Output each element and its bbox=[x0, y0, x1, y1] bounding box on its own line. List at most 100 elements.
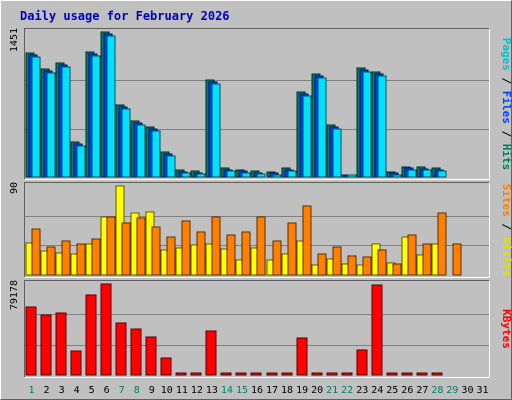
legend-part: KBytes bbox=[500, 309, 512, 349]
legend-part: Pages bbox=[500, 38, 512, 71]
panel-frame-highlight bbox=[24, 280, 490, 378]
panel-max-label: 1451 bbox=[9, 28, 20, 52]
bar-sites-day-24 bbox=[377, 249, 387, 276]
bar-sites-day-22 bbox=[347, 255, 357, 276]
day-label-5: 5 bbox=[89, 385, 95, 396]
day-label-14: 14 bbox=[221, 385, 233, 396]
bar-kbytes-day-2 bbox=[40, 314, 52, 376]
bar-kbytes-day-9 bbox=[145, 336, 157, 376]
panel-legend-label: KBytes bbox=[500, 309, 512, 349]
day-label-24: 24 bbox=[371, 385, 383, 396]
day-label-12: 12 bbox=[191, 385, 203, 396]
bar-sites-day-19 bbox=[302, 205, 312, 276]
bar-pages-day-7 bbox=[121, 108, 131, 178]
bar-sites-day-6 bbox=[106, 216, 116, 276]
bar-pages-day-3 bbox=[61, 66, 71, 178]
day-label-20: 20 bbox=[311, 385, 323, 396]
bar-sites-day-9 bbox=[151, 226, 161, 276]
day-label-17: 17 bbox=[266, 385, 278, 396]
day-label-28: 28 bbox=[431, 385, 443, 396]
bar-sites-day-17 bbox=[272, 240, 282, 276]
bar-sites-day-15 bbox=[241, 231, 251, 276]
legend-part: Files bbox=[500, 91, 512, 124]
bar-kbytes-day-13 bbox=[205, 330, 217, 376]
bar-pages-day-26 bbox=[407, 169, 417, 178]
bar-kbytes-day-3 bbox=[55, 312, 67, 376]
day-label-2: 2 bbox=[44, 385, 50, 396]
day-label-13: 13 bbox=[206, 385, 218, 396]
bar-sites-day-10 bbox=[166, 236, 176, 276]
bar-sites-day-12 bbox=[196, 231, 206, 276]
panel-frame-shadow bbox=[24, 28, 490, 180]
bar-sites-day-25 bbox=[392, 263, 402, 276]
bar-pages-day-24 bbox=[377, 75, 387, 178]
bar-sites-day-29 bbox=[452, 243, 462, 276]
bar-kbytes-day-8 bbox=[130, 328, 142, 376]
bar-sites-day-1 bbox=[31, 228, 41, 276]
panel-frame-highlight bbox=[24, 28, 490, 180]
bar-kbytes-day-19 bbox=[296, 337, 308, 376]
day-label-6: 6 bbox=[104, 385, 110, 396]
day-label-18: 18 bbox=[281, 385, 293, 396]
bar-pages-day-19 bbox=[302, 95, 312, 178]
panel-frame-highlight bbox=[24, 182, 490, 278]
bar-kbytes-day-4 bbox=[70, 350, 82, 376]
panel-frame-shadow bbox=[24, 280, 490, 378]
day-label-11: 11 bbox=[176, 385, 188, 396]
bar-sites-day-11 bbox=[181, 220, 191, 276]
panel-legend-label: Pages / Files / Hits bbox=[500, 38, 512, 171]
bar-pages-day-2 bbox=[46, 72, 56, 178]
day-label-21: 21 bbox=[326, 385, 338, 396]
bar-sites-day-8 bbox=[136, 217, 146, 276]
legend-part: Hits bbox=[500, 144, 512, 171]
day-label-16: 16 bbox=[251, 385, 263, 396]
chart-panels: 1451 Pages / Files / Hits 90 Sites / Visits… bbox=[9, 28, 512, 378]
day-label-29: 29 bbox=[446, 385, 458, 396]
day-label-19: 19 bbox=[296, 385, 308, 396]
bar-sites-day-2 bbox=[46, 246, 56, 276]
bar-pages-day-4 bbox=[76, 145, 86, 178]
day-label-15: 15 bbox=[236, 385, 248, 396]
panel-frame-shadow bbox=[24, 182, 490, 278]
bar-sites-day-4 bbox=[76, 243, 86, 276]
bar-sites-day-26 bbox=[407, 234, 417, 276]
day-label-10: 10 bbox=[161, 385, 173, 396]
bar-pages-day-5 bbox=[91, 55, 101, 178]
day-label-31: 31 bbox=[476, 385, 488, 396]
panel-hits-files-pages: 1451 Pages / Files / Hits bbox=[9, 28, 512, 180]
panel-kbytes: 79178 KBytes bbox=[9, 280, 512, 378]
bar-pages-day-20 bbox=[317, 77, 327, 178]
bar-pages-day-8 bbox=[136, 124, 146, 178]
bar-kbytes-day-23 bbox=[356, 349, 368, 376]
bar-kbytes-day-24 bbox=[371, 284, 383, 376]
bar-pages-day-1 bbox=[31, 56, 41, 178]
legend-part: Visits bbox=[500, 237, 512, 277]
bar-sites-day-16 bbox=[256, 216, 266, 276]
bar-sites-day-23 bbox=[362, 256, 372, 276]
bar-pages-day-9 bbox=[151, 130, 161, 178]
day-label-9: 9 bbox=[149, 385, 155, 396]
bar-kbytes-day-10 bbox=[160, 357, 172, 376]
panel-max-label: 90 bbox=[9, 182, 20, 194]
legend-part: / bbox=[500, 217, 512, 237]
day-label-1: 1 bbox=[29, 385, 35, 396]
bar-pages-day-27 bbox=[422, 169, 432, 178]
bar-kbytes-day-5 bbox=[85, 294, 97, 376]
series-pages bbox=[31, 35, 447, 178]
bar-sites-day-28 bbox=[437, 212, 447, 276]
bar-sites-day-5 bbox=[91, 238, 101, 276]
bar-kbytes-day-7 bbox=[115, 322, 127, 376]
day-label-4: 4 bbox=[74, 385, 80, 396]
day-label-30: 30 bbox=[461, 385, 473, 396]
day-label-8: 8 bbox=[134, 385, 140, 396]
legend-part: / bbox=[500, 71, 512, 91]
bar-kbytes-day-1 bbox=[25, 306, 37, 376]
series-sites bbox=[31, 205, 462, 276]
bar-pages-day-23 bbox=[362, 71, 372, 178]
day-label-7: 7 bbox=[119, 385, 125, 396]
bar-pages-day-10 bbox=[166, 155, 176, 178]
bar-sites-day-13 bbox=[211, 216, 221, 276]
